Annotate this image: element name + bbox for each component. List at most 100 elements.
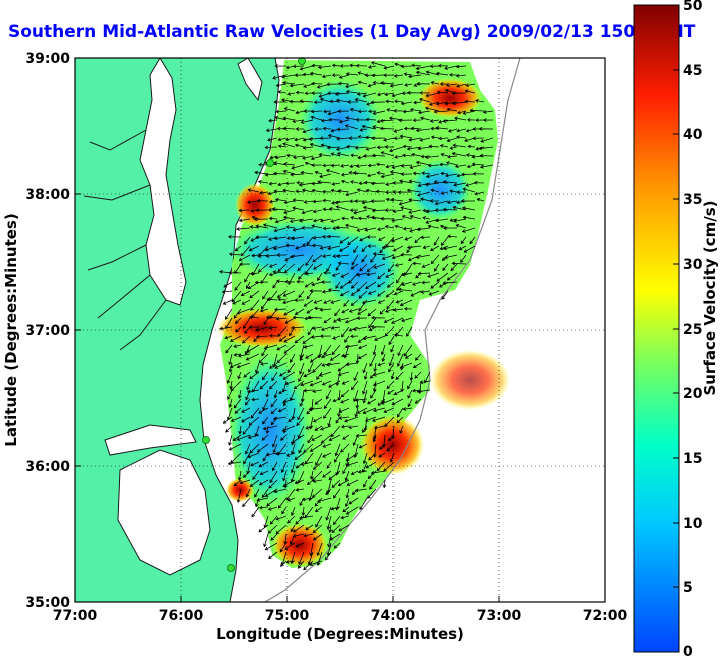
y-tick-label: 38:00 <box>25 187 70 203</box>
velocity-vector <box>412 171 422 176</box>
velocity-vector <box>367 290 377 295</box>
velocity-vector <box>327 533 332 548</box>
velocity-vector <box>267 137 278 142</box>
velocity-vector <box>361 461 368 473</box>
velocity-vector <box>335 225 350 230</box>
velocity-vector <box>341 326 350 338</box>
velocity-vector <box>328 434 341 441</box>
velocity-vector <box>385 308 395 313</box>
velocity-vector <box>273 100 286 104</box>
velocity-vector <box>299 65 314 71</box>
velocity-vector <box>370 61 386 67</box>
x-tick-label: 73:00 <box>477 608 522 624</box>
velocity-vector <box>408 209 422 214</box>
y-axis-label: Latitude (Degrees:Minutes) <box>2 213 20 446</box>
velocity-vector <box>342 434 350 440</box>
velocity-vector <box>403 306 413 311</box>
velocity-vector <box>413 100 422 105</box>
velocity-vector <box>422 245 431 250</box>
velocity-vector <box>306 236 314 246</box>
velocity-vector <box>259 190 269 195</box>
velocity-vector <box>261 434 269 441</box>
velocity-vector <box>282 81 296 85</box>
velocity-vector <box>282 470 287 482</box>
velocity-vector <box>292 533 305 538</box>
velocity-vector <box>359 497 368 511</box>
velocity-vector <box>337 317 350 322</box>
velocity-vector <box>303 200 314 204</box>
velocity-vector <box>415 65 431 71</box>
velocity-vector <box>400 252 413 257</box>
velocity-vector <box>326 263 332 272</box>
velocity-vector <box>228 443 242 451</box>
velocity-vector <box>325 551 332 561</box>
velocity-vector <box>377 290 386 297</box>
velocity-vector <box>341 380 350 385</box>
velocity-vector <box>393 389 404 396</box>
velocity-vector <box>433 236 440 246</box>
velocity-vector <box>237 470 242 481</box>
velocity-vector <box>237 371 242 380</box>
velocity-vector <box>247 188 260 193</box>
velocity-vector <box>416 81 431 86</box>
velocity-vector <box>380 151 395 157</box>
velocity-vector <box>361 124 377 130</box>
velocity-vector <box>340 389 350 398</box>
velocity-vector <box>472 136 485 141</box>
velocity-vector <box>380 344 386 356</box>
velocity-vector <box>391 92 404 98</box>
velocity-vector <box>389 146 404 153</box>
velocity-vector <box>345 452 359 462</box>
velocity-vector <box>348 272 359 284</box>
velocity-vector <box>412 362 422 369</box>
velocity-vector <box>369 371 377 379</box>
velocity-vector <box>348 171 359 175</box>
velocity-vector <box>228 252 242 257</box>
velocity-vector <box>359 128 368 132</box>
velocity-vector <box>291 506 296 517</box>
velocity-vector <box>376 145 386 150</box>
velocity-vector <box>295 189 305 194</box>
colorbar-label: Surface Velocity (cm/s) <box>701 200 719 395</box>
velocity-vector <box>245 353 260 361</box>
velocity-vector <box>460 199 476 203</box>
velocity-vector <box>350 281 359 289</box>
velocity-vector <box>366 215 377 220</box>
velocity-vector <box>241 407 251 413</box>
velocity-vector <box>311 243 323 248</box>
velocity-vector <box>441 290 449 300</box>
velocity-vector <box>249 271 260 276</box>
velocity-vector <box>278 335 287 342</box>
velocity-vector <box>277 497 287 509</box>
velocity-vector <box>367 173 377 178</box>
velocity-vector <box>357 71 368 76</box>
velocity-vector <box>302 155 314 160</box>
velocity-vector <box>264 488 278 497</box>
velocity-vector <box>438 136 449 141</box>
velocity-vector <box>407 254 422 262</box>
velocity-vector <box>268 118 278 123</box>
velocity-vector <box>323 271 332 275</box>
velocity-vector <box>330 218 341 223</box>
velocity-vector <box>385 290 395 298</box>
velocity-vector <box>322 470 332 478</box>
velocity-vector <box>313 263 323 270</box>
velocity-vector <box>411 63 422 68</box>
colorbar-tick-label: 20 <box>683 386 703 402</box>
velocity-vector <box>455 64 467 69</box>
velocity-vector <box>414 398 422 404</box>
velocity-vector <box>367 83 377 88</box>
velocity-vector <box>287 92 296 96</box>
velocity-vector <box>344 335 350 343</box>
velocity-vector <box>278 389 287 394</box>
velocity-vector <box>283 200 296 205</box>
velocity-vector <box>303 109 314 113</box>
velocity-vector <box>272 245 287 251</box>
velocity-vector <box>393 333 404 338</box>
velocity-vector <box>268 272 278 277</box>
velocity-vector <box>256 443 269 453</box>
velocity-vector <box>228 270 242 275</box>
velocity-vector <box>359 263 368 272</box>
velocity-vector <box>479 164 494 169</box>
velocity-vector <box>436 272 449 282</box>
